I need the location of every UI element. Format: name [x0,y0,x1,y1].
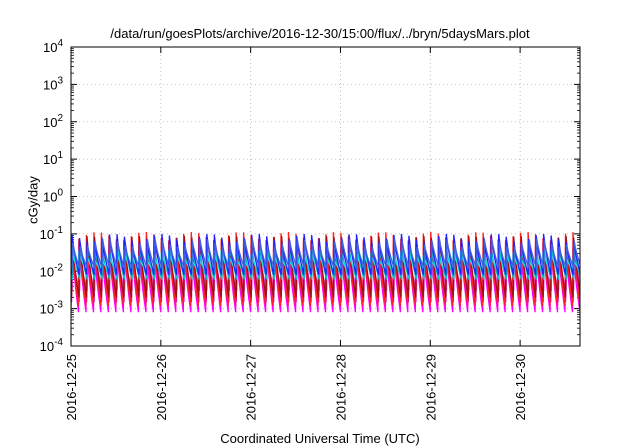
y-tick-label: 10-3 [40,300,64,317]
y-tick-label: 103 [43,75,63,92]
y-tick-label: 10-1 [40,225,64,242]
y-tick-label: 101 [43,150,63,167]
x-tick-label: 2016-12-27 [244,354,259,421]
x-tick-label: 2016-12-25 [64,354,79,421]
chart-title: /data/run/goesPlots/archive/2016-12-30/1… [110,26,530,41]
x-tick-label: 2016-12-30 [513,354,528,421]
series-line [71,245,580,280]
y-tick-label: 10-4 [40,337,64,354]
x-tick-label: 2016-12-28 [333,354,348,421]
plot-frame [70,46,581,347]
y-tick-label: 100 [43,188,63,205]
x-axis-label: Coordinated Universal Time (UTC) [220,431,420,446]
y-tick-label: 104 [43,38,63,55]
x-tick-label: 2016-12-29 [423,354,438,421]
x-tick-label: 2016-12-26 [154,354,169,421]
y-tick-label: 102 [43,113,63,130]
y-tick-label: 10-2 [40,262,64,279]
series-line [71,238,580,269]
